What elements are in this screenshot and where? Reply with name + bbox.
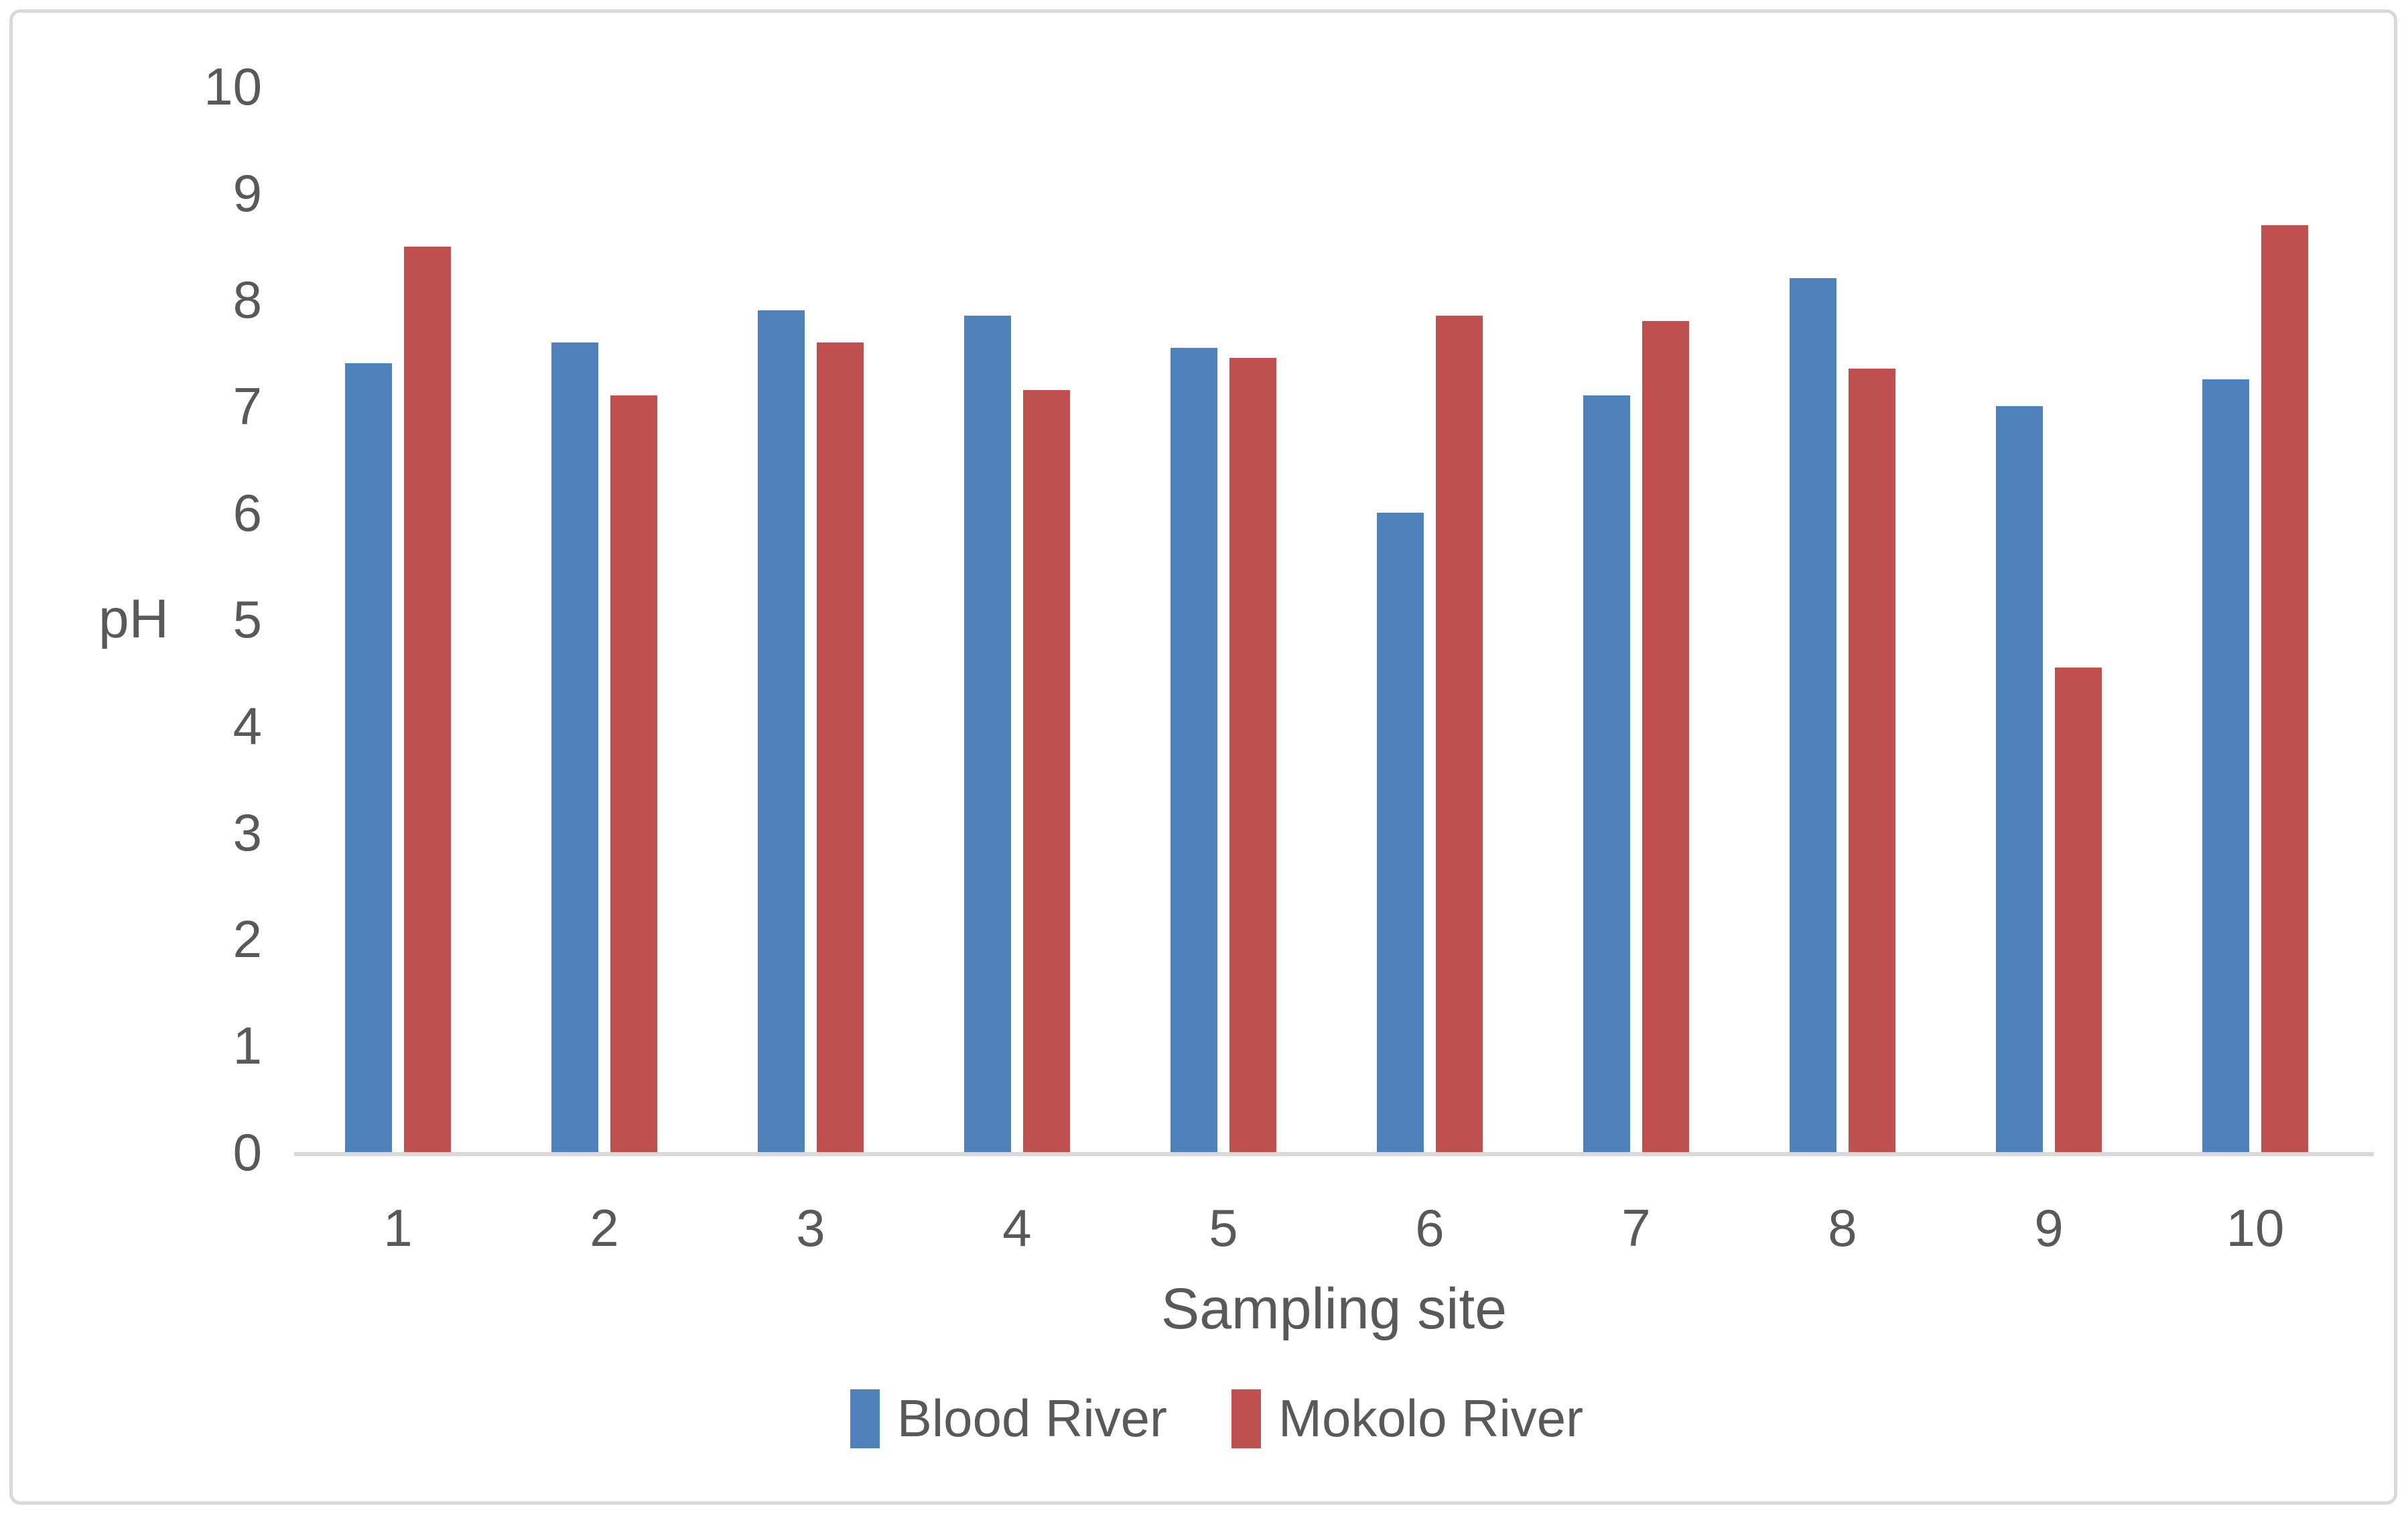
x-axis-line: [294, 1152, 2374, 1156]
legend-label-blood-river: Blood River: [896, 1389, 1168, 1448]
y-tick-label-1: 1: [232, 1016, 262, 1075]
y-tick-label-0: 0: [232, 1123, 262, 1182]
bar-blood-river-site-4: [964, 315, 1011, 1152]
bar-blood-river-site-5: [1170, 347, 1217, 1152]
bar-blood-river-site-1: [345, 363, 392, 1152]
y-tick-label-2: 2: [232, 909, 262, 968]
x-tick-label-7: 7: [1621, 1198, 1651, 1257]
bar-mokolo-river-site-1: [404, 246, 451, 1152]
y-tick-label-10: 10: [204, 57, 262, 116]
bar-blood-river-site-7: [1583, 395, 1630, 1152]
y-axis-title: pH: [98, 588, 169, 649]
bar-blood-river-site-6: [1377, 513, 1424, 1152]
y-tick-label-4: 4: [232, 696, 262, 755]
bar-blood-river-site-2: [551, 342, 598, 1152]
legend: Blood River Mokolo River: [13, 1388, 2408, 1449]
y-tick-label-3: 3: [232, 803, 262, 862]
legend-swatch-mokolo-river: [1231, 1389, 1262, 1448]
bar-mokolo-river-site-6: [1436, 315, 1483, 1152]
chart-frame: 0 1 2 3 4 5 6 7 8 9 10 1 2 3 4 5 6 7 8 9 10 pH Sampling sit…: [9, 9, 2397, 1505]
x-axis-title: Sampling site: [1160, 1277, 1508, 1341]
y-tick-label-5: 5: [232, 590, 262, 649]
y-tick-label-8: 8: [232, 270, 262, 329]
bar-mokolo-river-site-5: [1229, 358, 1276, 1152]
bar-blood-river-site-3: [758, 310, 805, 1152]
bar-mokolo-river-site-3: [817, 342, 864, 1152]
bar-mokolo-river-site-2: [610, 395, 657, 1152]
bar-mokolo-river-site-8: [1849, 369, 1895, 1152]
plot-area: 0 1 2 3 4 5 6 7 8 9 10 1 2 3 4 5 6 7 8 9 10: [13, 13, 2394, 1501]
x-tick-label-2: 2: [590, 1198, 619, 1257]
y-tick-label-6: 6: [232, 483, 262, 542]
bar-mokolo-river-site-7: [1642, 320, 1689, 1152]
bar-mokolo-river-site-4: [1023, 390, 1070, 1152]
x-tick-label-10: 10: [2226, 1198, 2285, 1257]
x-tick-label-8: 8: [1828, 1198, 1857, 1257]
legend-swatch-blood-river: [850, 1389, 880, 1448]
legend-item-blood-river: Blood River: [850, 1388, 1167, 1449]
x-tick-label-1: 1: [383, 1198, 413, 1257]
bar-blood-river-site-9: [1996, 406, 2043, 1152]
bar-blood-river-site-8: [1790, 278, 1836, 1152]
y-tick-label-7: 7: [232, 377, 262, 436]
bar-mokolo-river-site-9: [2055, 667, 2102, 1152]
x-tick-label-9: 9: [2034, 1198, 2064, 1257]
x-tick-label-4: 4: [1002, 1198, 1032, 1257]
x-tick-label-3: 3: [796, 1198, 825, 1257]
x-tick-label-5: 5: [1209, 1198, 1238, 1257]
legend-item-mokolo-river: Mokolo River: [1231, 1388, 1583, 1449]
bar-blood-river-site-10: [2202, 379, 2249, 1152]
x-tick-label-6: 6: [1415, 1198, 1445, 1257]
bar-mokolo-river-site-10: [2261, 225, 2308, 1152]
legend-label-mokolo-river: Mokolo River: [1278, 1389, 1584, 1448]
y-tick-label-9: 9: [232, 164, 262, 223]
